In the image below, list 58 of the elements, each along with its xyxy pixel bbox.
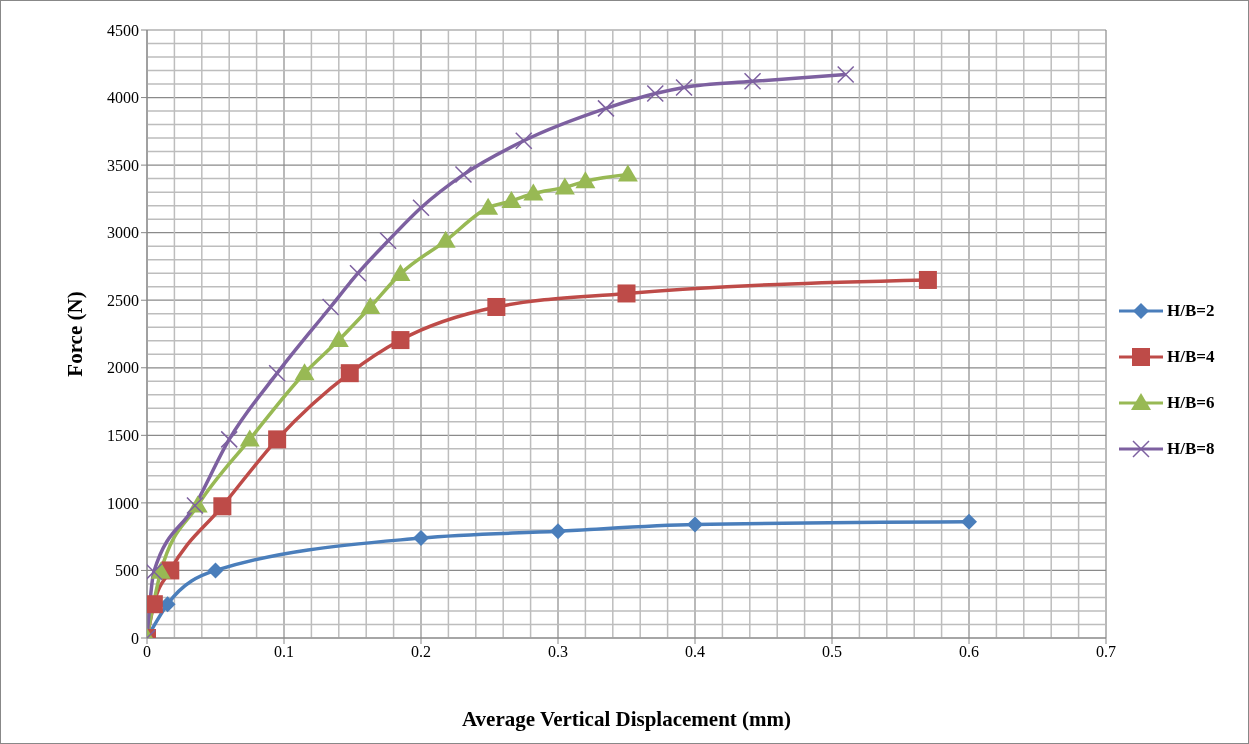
point xyxy=(413,530,429,547)
point xyxy=(147,563,163,581)
y-axis-title: Force (N) xyxy=(63,291,88,377)
point xyxy=(554,177,575,195)
y-tick-label: 0 xyxy=(131,629,139,647)
point xyxy=(646,84,665,103)
x-tick-label: 0.2 xyxy=(411,643,431,661)
point xyxy=(239,429,260,447)
y-tick-label: 3000 xyxy=(107,224,139,242)
point xyxy=(550,523,566,540)
point xyxy=(220,430,238,449)
x-tick-label: 0.4 xyxy=(685,643,705,661)
point xyxy=(328,330,349,348)
point xyxy=(478,197,499,215)
x-tick-label: 0.1 xyxy=(274,643,294,661)
point xyxy=(207,562,224,579)
x-tick-label: 0 xyxy=(143,643,151,661)
point xyxy=(918,270,937,289)
point xyxy=(575,171,596,189)
legend-label: H/B=8 xyxy=(1167,439,1215,459)
point xyxy=(501,190,522,208)
point xyxy=(391,331,410,350)
point xyxy=(321,298,340,316)
point xyxy=(836,65,855,84)
point xyxy=(213,497,232,516)
legend-label: H/B=2 xyxy=(1167,301,1215,321)
point xyxy=(617,164,638,182)
y-tick-label: 4500 xyxy=(107,21,139,39)
point xyxy=(617,284,636,303)
point xyxy=(515,132,533,150)
y-tick-label: 4000 xyxy=(107,89,139,107)
point xyxy=(523,183,544,201)
y-tick-label: 3500 xyxy=(107,156,139,174)
y-tick-label: 2500 xyxy=(107,291,139,309)
y-tick-label: 500 xyxy=(115,562,139,580)
point xyxy=(675,78,693,97)
point xyxy=(687,516,703,533)
point xyxy=(743,72,762,91)
x-tick-label: 0.7 xyxy=(1096,643,1116,661)
x-axis-title: Average Vertical Displacement (mm) xyxy=(461,707,792,731)
y-tick-label: 2000 xyxy=(107,359,139,377)
x-tick-label: 0.6 xyxy=(959,643,979,661)
point xyxy=(186,496,204,515)
point xyxy=(961,513,977,530)
legend-label: H/B=4 xyxy=(1167,347,1215,367)
x-tick-label: 0.3 xyxy=(548,643,568,661)
point xyxy=(487,297,506,316)
point xyxy=(340,364,359,383)
point xyxy=(435,230,456,248)
point xyxy=(360,296,381,314)
y-tick-label: 1500 xyxy=(107,427,139,445)
point xyxy=(294,363,315,381)
y-tick-label: 1000 xyxy=(107,494,139,512)
point xyxy=(390,263,411,281)
point xyxy=(597,99,615,118)
x-tick-label: 0.5 xyxy=(822,643,842,661)
legend-label: H/B=6 xyxy=(1167,393,1215,413)
point xyxy=(268,430,287,449)
